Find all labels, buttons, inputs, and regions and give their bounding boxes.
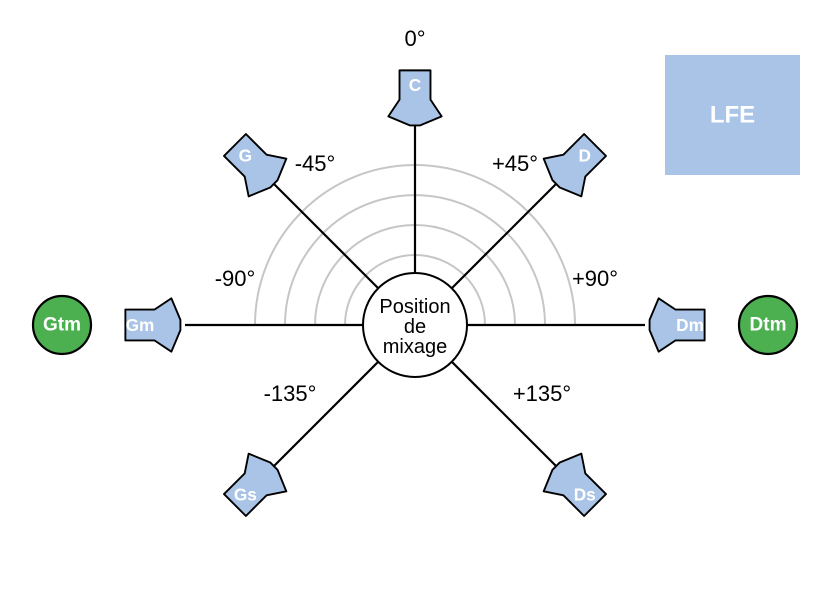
angle-label: -135°	[264, 381, 317, 406]
angle-label: +135°	[513, 381, 571, 406]
angle-label: +45°	[492, 151, 538, 176]
side-circle-label: Gtm	[43, 315, 81, 336]
speaker-label-wrap: Dm	[676, 315, 704, 335]
speaker-label: C	[409, 75, 421, 95]
angle-label: -45°	[295, 151, 336, 176]
lfe-box: LFE	[665, 55, 800, 175]
side-circle-label: Dtm	[750, 315, 787, 336]
speaker-label: G	[239, 145, 252, 165]
speaker-label-wrap: G	[239, 145, 252, 165]
mix-position-label-2: de	[404, 316, 426, 338]
angle-label: 0°	[404, 26, 425, 51]
speaker-label-wrap: Ds	[574, 485, 596, 505]
speaker-label: D	[578, 145, 590, 165]
lfe-label: LFE	[710, 102, 755, 129]
speaker-label-wrap: D	[578, 145, 590, 165]
mix-position: Positiondemixage	[363, 273, 467, 377]
angle-label: -90°	[215, 266, 256, 291]
speaker-label: Gs	[234, 485, 257, 505]
side-circle-gtm: Gtm	[33, 296, 91, 354]
speaker-label-wrap: Gm	[126, 315, 155, 335]
speaker-label-wrap: Gs	[234, 485, 257, 505]
angle-label: +90°	[572, 266, 618, 291]
speaker-label: Ds	[574, 485, 596, 505]
mix-position-label-1: Position	[379, 296, 450, 318]
speaker-label: Dm	[676, 315, 704, 335]
speaker-label: Gm	[126, 315, 155, 335]
mix-position-label-3: mixage	[383, 336, 447, 358]
side-circle-dtm: Dtm	[739, 296, 797, 354]
speaker-label-wrap: C	[409, 75, 421, 95]
